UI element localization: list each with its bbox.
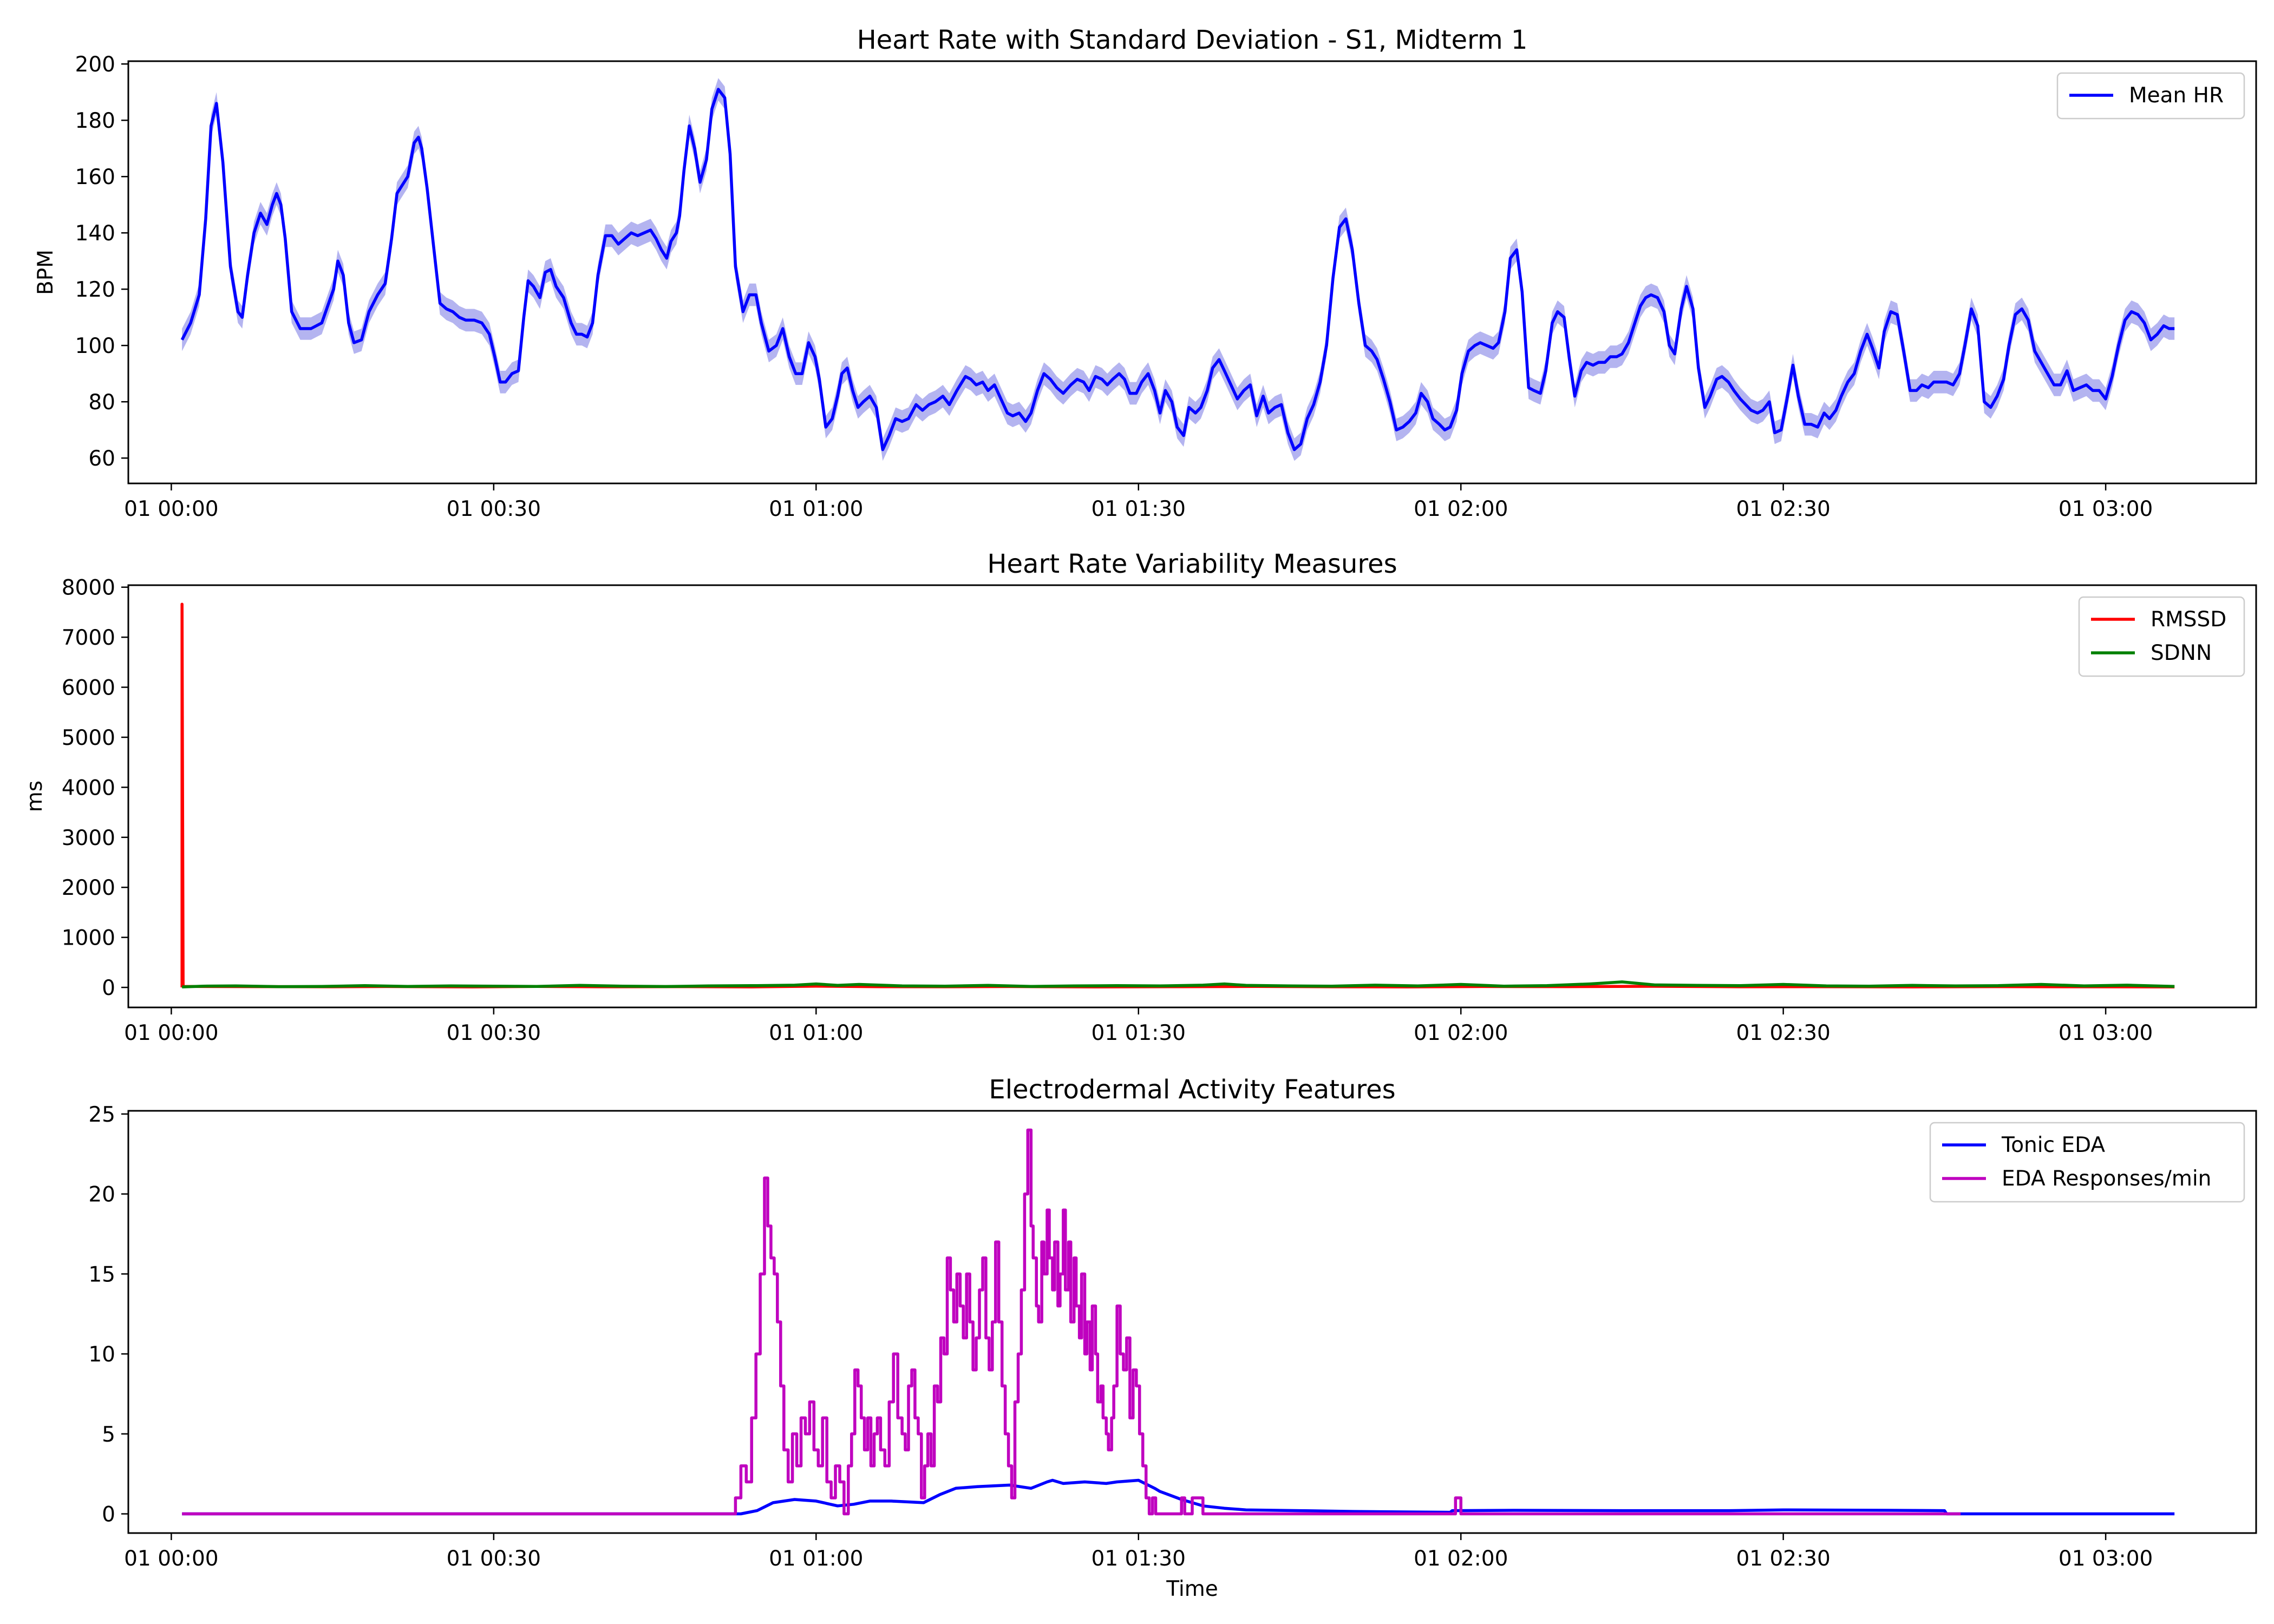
y-tick-label: 80 (88, 390, 115, 415)
y-tick-label: 4000 (62, 776, 115, 800)
x-tick-label: 01 00:00 (124, 1021, 218, 1045)
y-tick-label: 160 (75, 165, 115, 189)
x-tick-label: 01 00:00 (124, 497, 218, 521)
x-tick-label: 01 03:00 (2059, 1547, 2153, 1571)
series-line-sdnn (182, 980, 2175, 988)
legend-label: EDA Responses/min (2002, 1167, 2211, 1191)
x-axis-label: Time (1166, 1577, 1218, 1601)
y-tick-label: 5 (102, 1423, 115, 1447)
x-tick-label: 01 03:00 (2059, 1021, 2153, 1045)
x-tick-label: 01 02:30 (1736, 497, 1830, 521)
legend-label: SDNN (2151, 641, 2212, 665)
series-line-rmssd (180, 603, 2175, 988)
y-tick-label: 25 (88, 1103, 115, 1127)
x-tick-label: 01 00:30 (447, 1021, 541, 1045)
y-tick-label: 120 (75, 278, 115, 302)
x-tick-label: 01 00:00 (124, 1547, 218, 1571)
x-tick-label: 01 01:30 (1092, 1021, 1186, 1045)
y-tick-label: 5000 (62, 726, 115, 750)
legend-label: Tonic EDA (2001, 1133, 2105, 1157)
x-tick-label: 01 01:30 (1092, 1547, 1186, 1571)
x-tick-label: 01 00:30 (447, 497, 541, 521)
y-tick-label: 140 (75, 221, 115, 246)
y-tick-label: 20 (88, 1183, 115, 1207)
axes-frame (127, 584, 2257, 1009)
x-tick-label: 01 01:30 (1092, 497, 1186, 521)
chart-title: Heart Rate with Standard Deviation - S1,… (857, 25, 1528, 55)
axes-frame (127, 60, 2257, 484)
x-tick-label: 01 02:00 (1414, 1547, 1508, 1571)
x-tick-label: 01 02:30 (1736, 1021, 1830, 1045)
y-tick-label: 1000 (62, 926, 115, 951)
y-tick-label: 60 (88, 447, 115, 471)
x-tick-label: 01 02:00 (1414, 497, 1508, 521)
x-tick-label: 01 01:00 (769, 497, 863, 521)
y-tick-label: 0 (102, 976, 115, 1000)
y-tick-label: 3000 (62, 826, 115, 850)
x-tick-label: 01 02:00 (1414, 1021, 1508, 1045)
x-tick-label: 01 01:00 (769, 1547, 863, 1571)
x-tick-label: 01 00:30 (447, 1547, 541, 1571)
y-tick-label: 6000 (62, 676, 115, 700)
legend-label: RMSSD (2151, 607, 2226, 632)
chart-title: Heart Rate Variability Measures (987, 549, 1397, 579)
plot-area (182, 1128, 2175, 1516)
plot-area (180, 78, 2175, 461)
chart-title: Electrodermal Activity Features (989, 1075, 1395, 1105)
legend-box (2056, 72, 2245, 120)
legend-box (1929, 1122, 2245, 1203)
y-tick-label: 200 (75, 53, 115, 77)
legend: Mean HR (2056, 72, 2245, 120)
y-tick-label: 10 (88, 1343, 115, 1367)
panel-3: Electrodermal Activity Features 01 00:00 0… (88, 1075, 2257, 1601)
series-sd-band (182, 78, 2175, 461)
y-axis-label: ms (23, 781, 47, 812)
x-tick-label: 01 01:00 (769, 1021, 863, 1045)
legend: RMSSD SDNN (2078, 596, 2245, 677)
x-tick-label: 01 03:00 (2059, 497, 2153, 521)
y-tick-label: 8000 (62, 576, 115, 600)
plot-area (180, 603, 2175, 988)
y-tick-label: 0 (102, 1503, 115, 1527)
axes-frame (127, 1110, 2257, 1534)
series-line-mean-hr (180, 88, 2175, 451)
legend-box (2078, 596, 2245, 677)
y-axis-label: BPM (34, 250, 58, 295)
series-line-eda-responses-min (182, 1128, 1961, 1516)
y-tick-label: 15 (88, 1262, 115, 1287)
y-tick-label: 2000 (62, 876, 115, 900)
panel-2: Heart Rate Variability Measures 01 00:00 0… (23, 549, 2257, 1045)
panel-1: Heart Rate with Standard Deviation - S1,… (34, 25, 2257, 521)
y-tick-label: 180 (75, 109, 115, 133)
y-tick-label: 100 (75, 334, 115, 358)
series-line-tonic-eda (182, 1478, 2175, 1516)
legend: Tonic EDA EDA Responses/min (1929, 1122, 2245, 1203)
x-tick-label: 01 02:30 (1736, 1547, 1830, 1571)
legend-label: Mean HR (2129, 83, 2224, 108)
y-tick-label: 7000 (62, 626, 115, 650)
